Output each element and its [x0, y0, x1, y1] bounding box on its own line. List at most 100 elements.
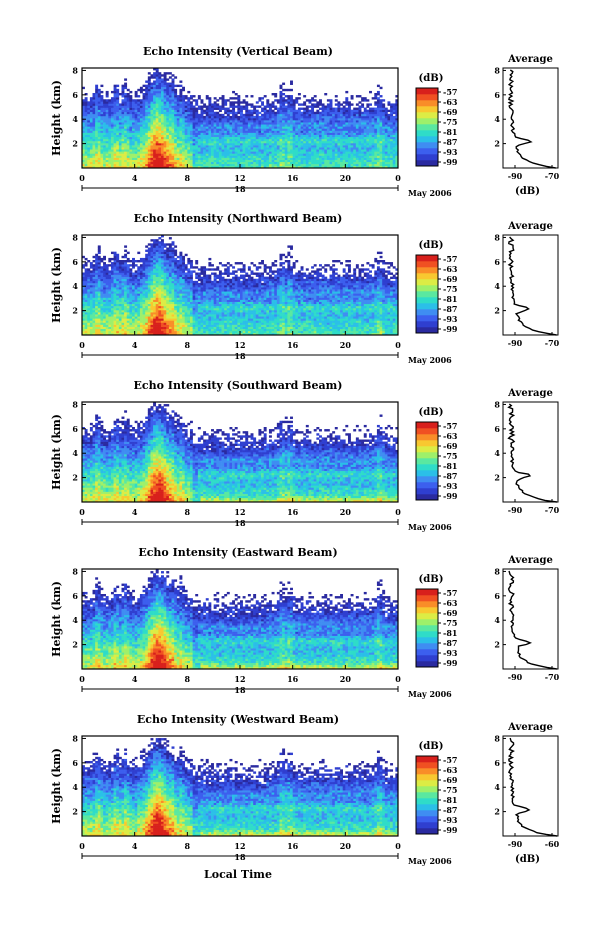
heatmap-cell	[122, 89, 125, 91]
heatmap-cell	[172, 164, 175, 166]
heatmap-cell	[111, 99, 114, 101]
heatmap-cell	[335, 151, 338, 153]
y-tick-label: 2	[72, 139, 78, 149]
heatmap-cell	[150, 143, 153, 145]
heatmap-cell	[282, 156, 285, 158]
heatmap-cell	[229, 116, 232, 118]
heatmap-cell	[137, 122, 140, 124]
heatmap-cell	[211, 147, 214, 149]
heatmap-cell	[143, 126, 146, 128]
colorbar-segment	[416, 94, 438, 100]
heatmap-cell	[330, 116, 333, 118]
heatmap-cell	[114, 325, 117, 327]
heatmap-cell	[340, 122, 343, 124]
heatmap-cell	[382, 114, 385, 116]
colorbar-tick-label: -75	[443, 117, 457, 127]
heatmap-cell	[127, 143, 130, 145]
heatmap-cell	[382, 112, 385, 114]
heatmap-cell	[308, 135, 311, 137]
heatmap-cell	[229, 143, 232, 145]
heatmap-cell	[93, 126, 96, 128]
heatmap-cell	[390, 110, 393, 112]
heatmap-cell	[390, 162, 393, 164]
heatmap-cell	[156, 137, 159, 139]
heatmap-cell	[169, 156, 172, 158]
heatmap-cell	[114, 131, 117, 133]
heatmap-cell	[387, 153, 390, 155]
heatmap-cell	[98, 160, 101, 162]
heatmap-cell	[135, 264, 138, 266]
heatmap-cell	[258, 122, 261, 124]
heatmap-cell	[140, 124, 143, 126]
heatmap-cell	[229, 137, 232, 139]
heatmap-cell	[161, 153, 164, 155]
heatmap-cell	[158, 85, 161, 87]
heatmap-cell	[100, 112, 103, 114]
heatmap-cell	[237, 135, 240, 137]
heatmap-cell	[90, 323, 93, 325]
heatmap-cell	[308, 118, 311, 120]
heatmap-cell	[353, 112, 356, 114]
heatmap-cell	[198, 153, 201, 155]
heatmap-cell	[377, 120, 380, 122]
heatmap-cell	[174, 145, 177, 147]
heatmap-cell	[114, 268, 117, 270]
heatmap-cell	[87, 293, 90, 295]
heatmap-cell	[330, 114, 333, 116]
heatmap-cell	[87, 300, 90, 302]
heatmap-cell	[235, 160, 238, 162]
heatmap-cell	[116, 318, 119, 320]
heatmap-cell	[206, 149, 209, 151]
heatmap-cell	[179, 95, 182, 97]
heatmap-cell	[351, 128, 354, 130]
heatmap-cell	[185, 158, 188, 160]
heatmap-cell	[337, 106, 340, 108]
heatmap-cell	[153, 74, 156, 76]
heatmap-cell	[385, 158, 388, 160]
heatmap-cell	[161, 120, 164, 122]
heatmap-cell	[224, 158, 227, 160]
heatmap-cell	[364, 110, 367, 112]
heatmap-cell	[356, 116, 359, 118]
heatmap-cell	[127, 137, 130, 139]
heatmap-cell	[122, 289, 125, 291]
heatmap-cell	[111, 141, 114, 143]
heatmap-cell	[174, 108, 177, 110]
heatmap-cell	[264, 106, 267, 108]
heatmap-cell	[135, 106, 138, 108]
heatmap-cell	[203, 156, 206, 158]
heatmap-cell	[343, 126, 346, 128]
heatmap-cell	[103, 139, 106, 141]
heatmap-cell	[169, 87, 172, 89]
heatmap-cell	[274, 118, 277, 120]
heatmap-cell	[98, 298, 101, 300]
heatmap-cell	[143, 112, 146, 114]
heatmap-cell	[314, 137, 317, 139]
heatmap-cell	[158, 108, 161, 110]
heatmap-cell	[108, 164, 111, 166]
heatmap-cell	[351, 156, 354, 158]
heatmap-cell	[319, 151, 322, 153]
heatmap-cell	[240, 122, 243, 124]
heatmap-cell	[93, 291, 96, 293]
heatmap-cell	[161, 133, 164, 135]
heatmap-cell	[127, 316, 130, 318]
heatmap-cell	[85, 312, 88, 314]
heatmap-cell	[93, 312, 96, 314]
heatmap-cell	[119, 323, 122, 325]
heatmap-cell	[148, 83, 151, 85]
heatmap-cell	[348, 124, 351, 126]
heatmap-cell	[203, 122, 206, 124]
heatmap-cell	[153, 103, 156, 105]
heatmap-cell	[190, 145, 193, 147]
heatmap-cell	[208, 131, 211, 133]
heatmap-cell	[248, 149, 251, 151]
heatmap-cell	[114, 295, 117, 297]
heatmap-cell	[190, 143, 193, 145]
heatmap-cell	[348, 103, 351, 105]
profile-y-tick-label: 4	[494, 114, 500, 124]
heatmap-cell	[114, 93, 117, 95]
heatmap-cell	[164, 101, 167, 103]
heatmap-cell	[280, 101, 283, 103]
heatmap-cell	[393, 147, 396, 149]
